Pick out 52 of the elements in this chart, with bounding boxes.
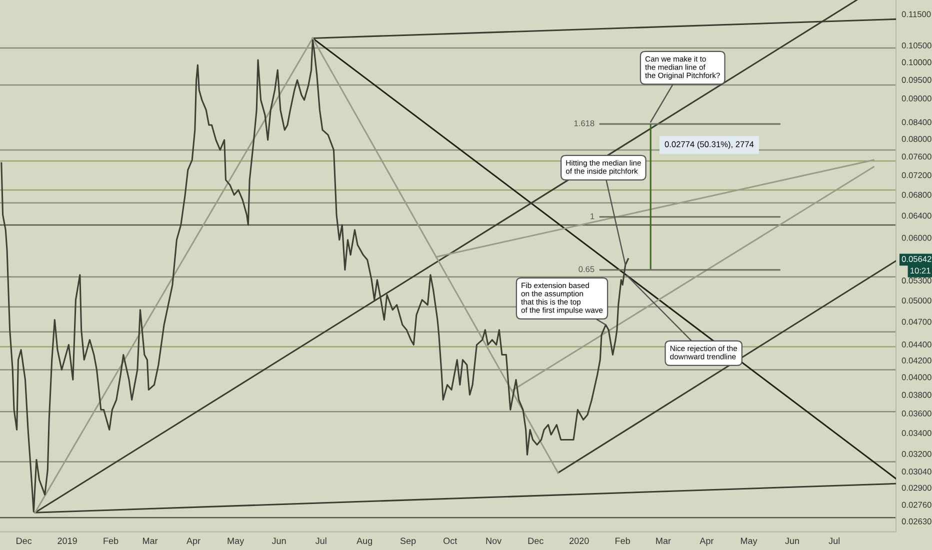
y-tick-label: 0.04000: [902, 374, 932, 380]
x-tick-label: Feb: [616, 537, 630, 544]
annotation: 0.02774 (50.31%), 2774: [664, 141, 754, 149]
x-tick-label: Nov: [486, 538, 502, 544]
y-tick-label: 0.07600: [902, 154, 932, 160]
y-tick-label: 0.03600: [902, 410, 932, 416]
y-tick-label: 0.09500: [902, 76, 932, 83]
y-tick-label: 0.09000: [902, 96, 932, 102]
y-tick-label: 0.10500: [902, 42, 932, 48]
y-tick-label: 0.03200: [902, 450, 932, 457]
y-tick-label: 0.08400: [902, 119, 932, 126]
y-tick-label: 0.05300: [902, 278, 932, 284]
x-tick-label: Aug: [356, 538, 372, 546]
x-tick-label: Jun: [272, 538, 286, 544]
x-tick-label: Sep: [400, 538, 416, 546]
y-tick-label: 0.04700: [902, 318, 932, 325]
y-tick-label: 0.04200: [902, 358, 932, 364]
x-tick-label: Apr: [186, 538, 200, 546]
y-tick-label: 0.08000: [902, 136, 932, 142]
x-tick-label: Jun: [785, 538, 799, 544]
x-tick-label: Jul: [828, 537, 840, 544]
y-tick-label: 0.10000: [902, 59, 932, 66]
x-tick-label: Dec: [16, 538, 32, 544]
x-tick-label: Mar: [143, 538, 158, 544]
x-tick-label: Mar: [656, 538, 671, 544]
y-tick-label: 0.06800: [902, 192, 932, 198]
y-tick-label: 0.03040: [902, 468, 932, 475]
x-tick-label: Oct: [444, 538, 458, 544]
x-tick-label: 2020: [570, 538, 589, 544]
x-tick-label: May: [228, 538, 244, 546]
y-tick-label: 0.06000: [902, 234, 932, 241]
x-tick-label: Apr: [700, 538, 714, 546]
y-tick-label: 0.04400: [902, 342, 932, 348]
y-tick-label: 0.02630: [902, 518, 932, 524]
annotation: 0.65: [578, 266, 594, 272]
y-tick-label: 0.05000: [902, 298, 932, 304]
y-tick-label: 0.05642: [902, 256, 932, 262]
text: 10:21: [910, 268, 930, 274]
y-tick-label: 0.03800: [902, 392, 932, 398]
y-tick-label: 0.02760: [902, 502, 932, 508]
x-tick-label: May: [740, 538, 758, 546]
x-tick-label: Dec: [528, 538, 544, 544]
y-tick-label: 0.11500: [902, 11, 931, 18]
y-tick-label: 0.07200: [902, 172, 932, 178]
y-tick-label: 0.06400: [902, 212, 932, 219]
x-tick-label: Feb: [104, 537, 118, 544]
annotation: 1: [590, 213, 594, 220]
x-tick-label: 2019: [58, 538, 77, 544]
annotation: 1.618: [574, 120, 594, 126]
y-tick-label: 0.02900: [902, 484, 932, 491]
x-tick-label: Jul: [315, 537, 326, 544]
y-tick-label: 0.03400: [902, 430, 932, 436]
